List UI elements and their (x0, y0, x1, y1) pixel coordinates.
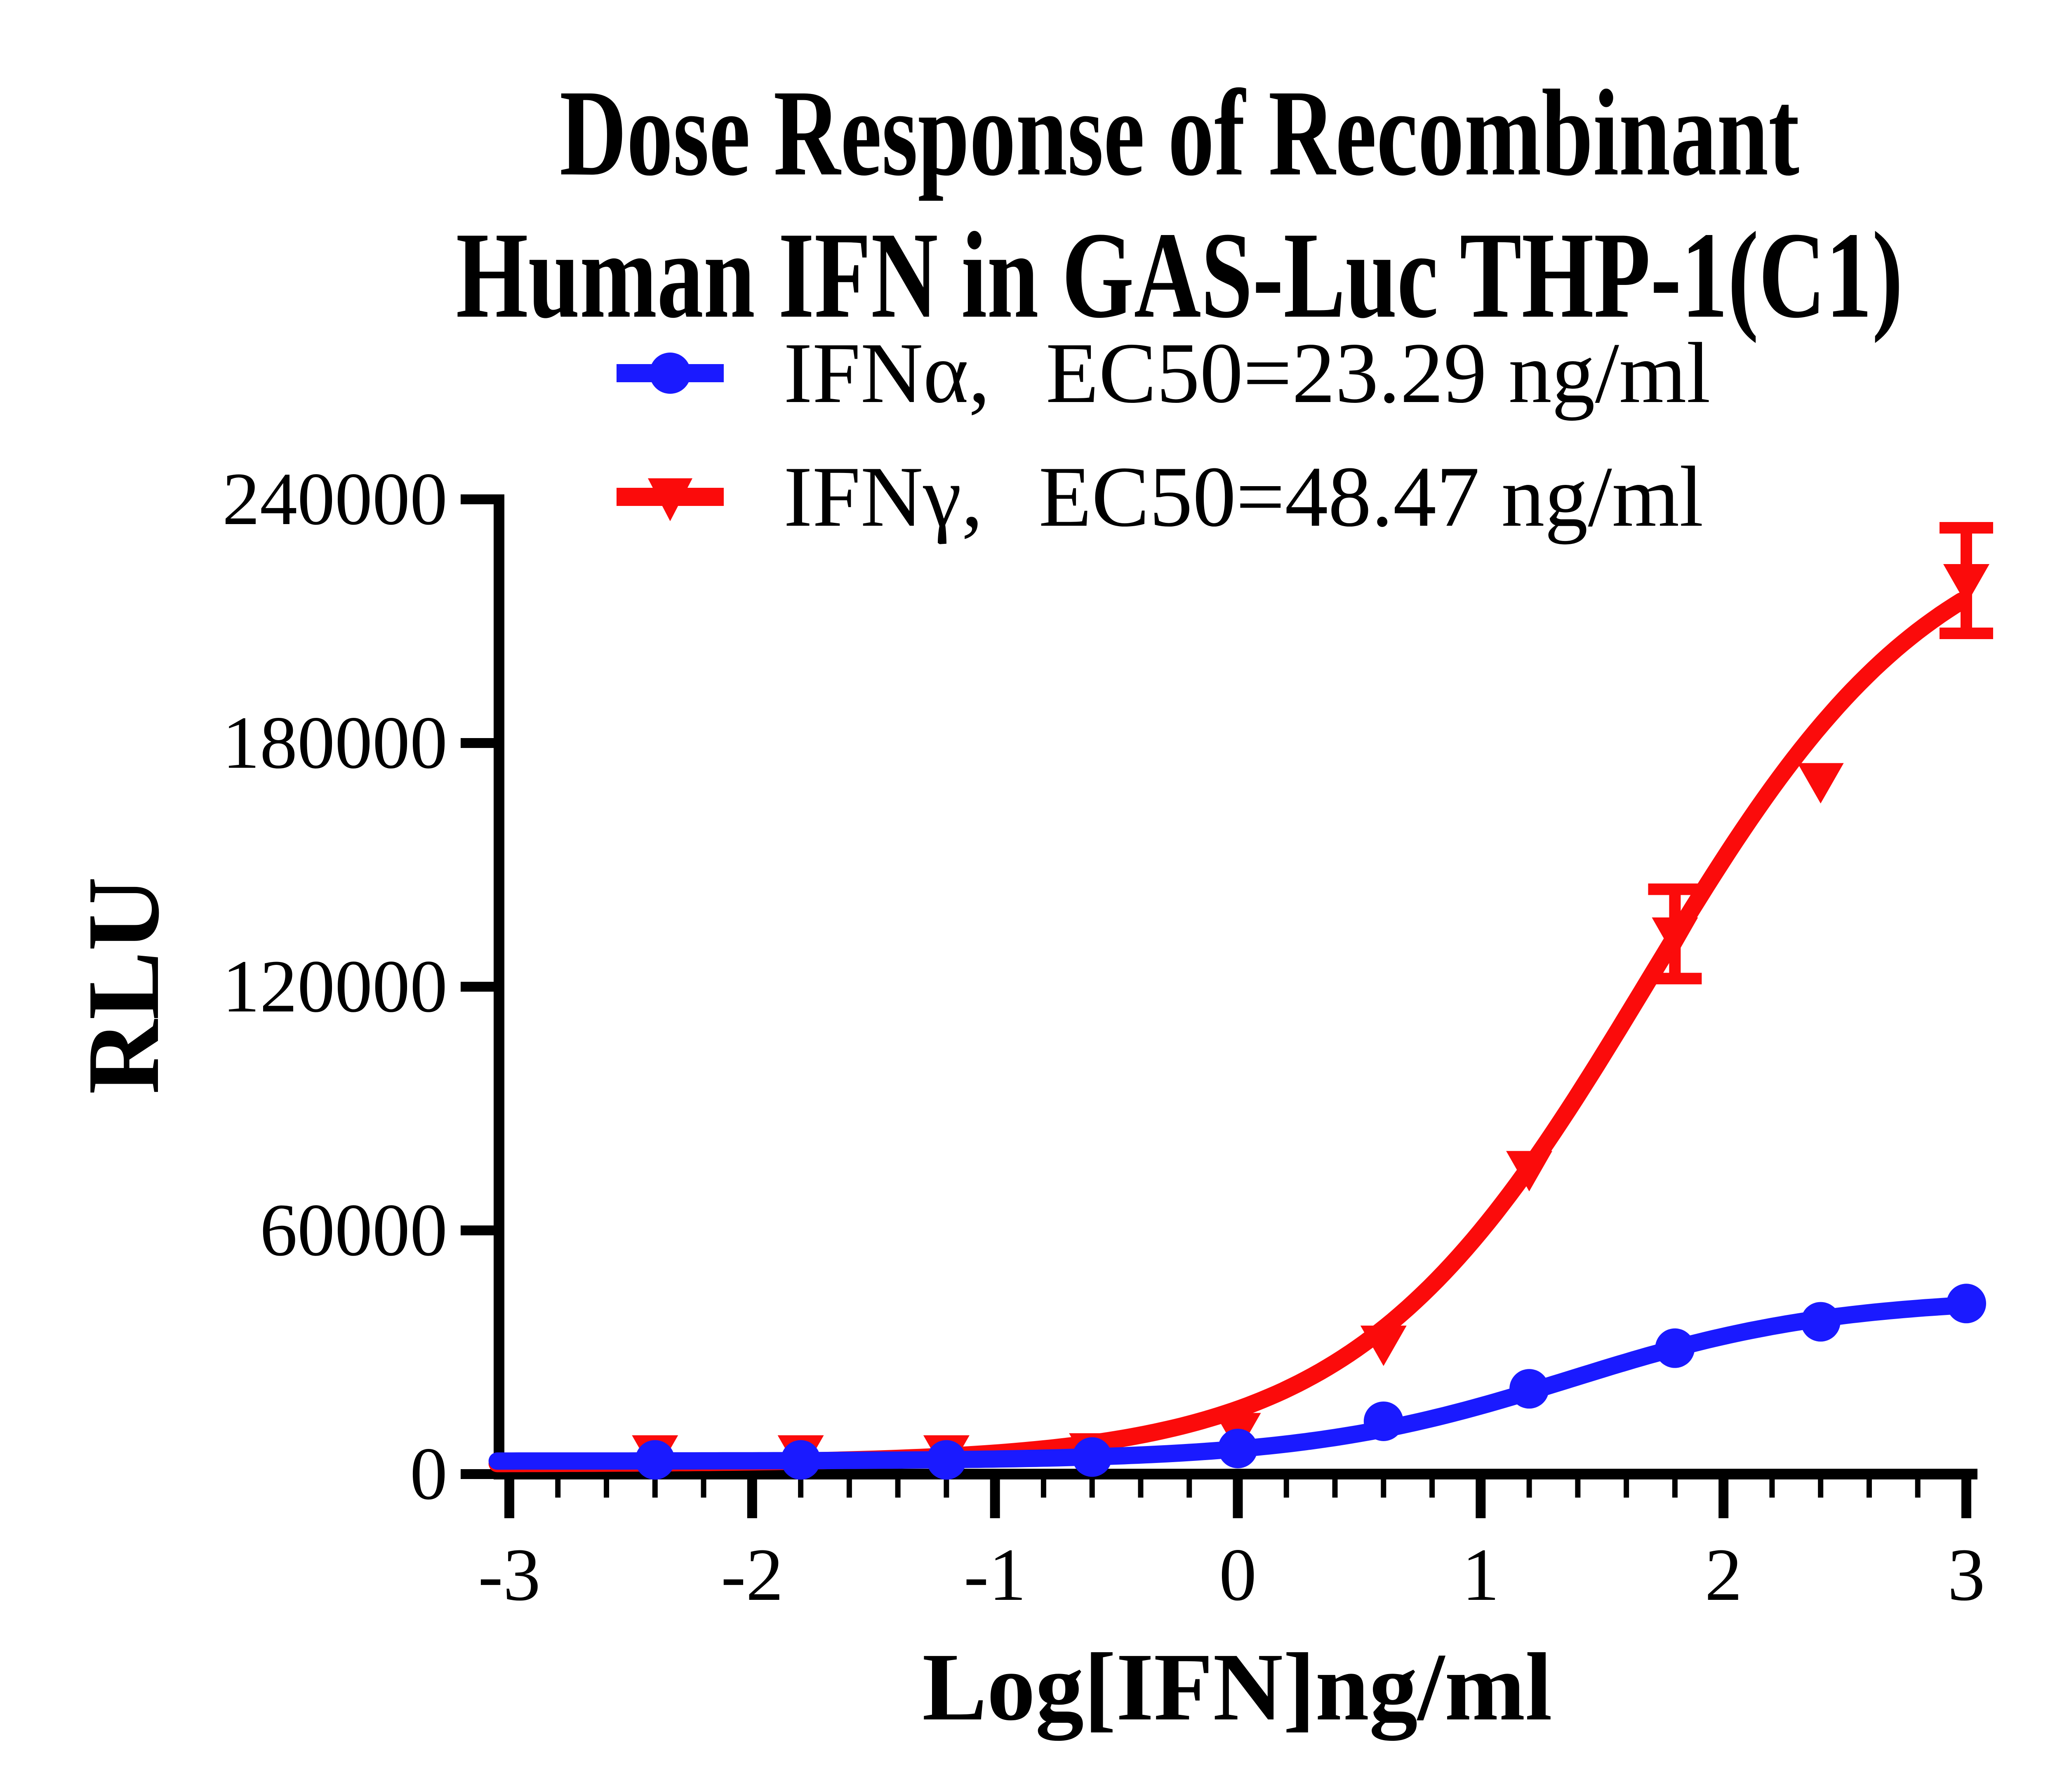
data-point-circle (1801, 1302, 1841, 1342)
data-point-circle (1947, 1284, 1986, 1324)
x-tick-label: -3 (478, 1533, 541, 1616)
triangle-down-icon (617, 478, 724, 521)
data-point-circle (1218, 1428, 1258, 1468)
x-tick-label: 2 (1704, 1533, 1742, 1616)
legend-label: IFNγ, (784, 449, 983, 545)
legend-ec50-value: EC50=23.29 ng/ml (1045, 325, 1711, 421)
circle-icon (617, 353, 724, 394)
legend-ec50-value: EC50=48.47 ng/ml (1038, 449, 1704, 545)
x-tick-label: -1 (963, 1533, 1026, 1616)
data-point-triangle (1652, 917, 1698, 958)
y-tick-label: 240000 (222, 458, 447, 541)
x-tick-label: -2 (721, 1533, 784, 1616)
data-point-circle (1363, 1401, 1403, 1441)
data-point-circle (1072, 1437, 1112, 1477)
chart-title-line2: Human IFN in GAS-Luc THP-1(C1) (456, 207, 1903, 343)
data-point-triangle (1506, 1151, 1553, 1192)
data-point-triangle (1943, 564, 1989, 604)
legend: IFNα, EC50=23.29 ng/ml IFNγ, EC50=48.47 … (617, 311, 1711, 559)
y-tick-label: 180000 (222, 701, 447, 784)
x-tick-label: 3 (1947, 1533, 1985, 1616)
y-tick-label: 120000 (222, 945, 447, 1028)
chart-title: Dose Response of Recombinant Human IFN i… (173, 62, 2062, 346)
data-point-circle (781, 1440, 821, 1480)
legend-circle-marker (650, 353, 691, 394)
x-tick-label: 1 (1462, 1533, 1499, 1616)
data-point-circle (926, 1440, 966, 1480)
data-point-circle (635, 1440, 675, 1480)
data-point-triangle (1360, 1325, 1407, 1366)
x-tick-label: 0 (1219, 1533, 1257, 1616)
data-point-triangle (1797, 763, 1844, 804)
chart-title-line1: Dose Response of Recombinant (559, 64, 1800, 201)
legend-item-ifn-alpha: IFNα, EC50=23.29 ng/ml (617, 311, 1711, 435)
y-tick-label: 60000 (260, 1189, 447, 1272)
data-point-circle (1655, 1328, 1695, 1368)
y-tick-label: 0 (410, 1432, 447, 1515)
legend-label: IFNα, (784, 325, 990, 421)
data-point-circle (1509, 1369, 1549, 1409)
legend-item-ifn-gamma: IFNγ, EC50=48.47 ng/ml (617, 435, 1711, 559)
legend-triangle-marker (648, 478, 692, 521)
x-axis-title: Log[IFN]ng/ml (922, 1633, 1552, 1740)
